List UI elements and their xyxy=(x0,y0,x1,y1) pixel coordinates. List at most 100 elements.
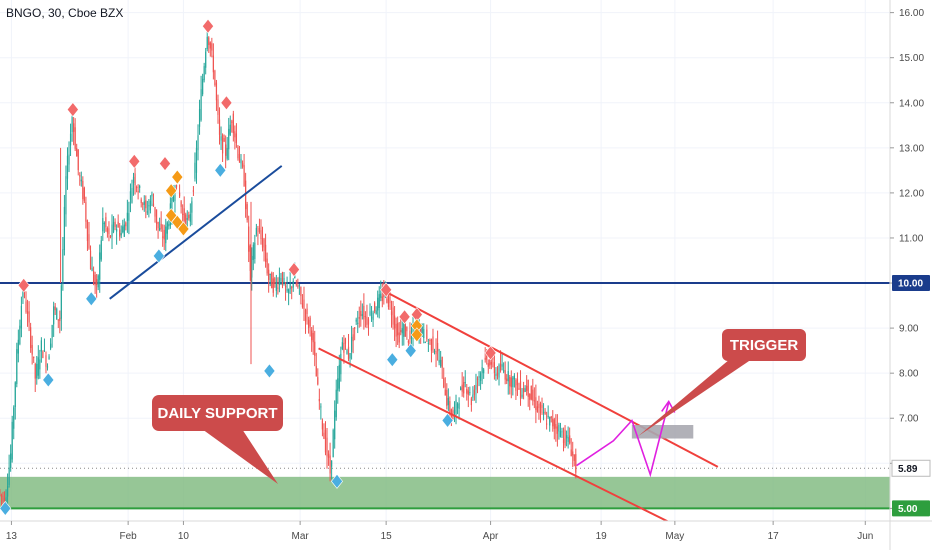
candle-body xyxy=(99,252,101,280)
candle-body xyxy=(180,201,182,207)
candle-body xyxy=(441,356,443,368)
drawings-layer xyxy=(109,165,719,523)
candle-body xyxy=(493,362,496,373)
candle-body xyxy=(142,203,144,205)
candle-body xyxy=(122,226,124,233)
candle-body xyxy=(100,240,102,260)
candle-body xyxy=(327,453,330,458)
candle-body xyxy=(202,78,204,95)
candle-body xyxy=(532,389,534,401)
candle-body xyxy=(220,136,222,141)
candle-body xyxy=(423,329,425,339)
candle-body xyxy=(163,229,165,240)
candle-body xyxy=(361,314,363,316)
candle-body xyxy=(56,308,58,319)
candle-body xyxy=(25,301,27,312)
candle-body xyxy=(255,227,257,235)
candle-body xyxy=(424,341,426,343)
candle-body xyxy=(231,121,233,123)
candle-body xyxy=(506,378,508,381)
candle-body xyxy=(453,409,456,413)
candle-body xyxy=(235,133,238,144)
candle-body xyxy=(397,322,399,336)
candle-body xyxy=(455,399,457,415)
candle-body xyxy=(314,341,316,356)
candle-body xyxy=(456,403,459,409)
candle-body xyxy=(45,355,47,367)
candle-body xyxy=(478,376,480,378)
candle-body xyxy=(499,363,502,371)
candle-body xyxy=(185,214,187,228)
candle-body xyxy=(49,343,52,349)
candle-body xyxy=(277,287,279,289)
last-price-badge-label: 5.89 xyxy=(898,464,918,475)
candle-body xyxy=(346,350,348,354)
marker-blue-diamond xyxy=(263,363,276,379)
candle-body xyxy=(8,467,10,486)
candle-body xyxy=(512,377,514,387)
candle-body xyxy=(281,272,284,286)
candle-body xyxy=(88,234,90,249)
candle-body xyxy=(249,245,251,271)
candle-body xyxy=(137,190,139,193)
candle-body xyxy=(46,366,49,368)
y-tick-label: 11.00 xyxy=(899,233,924,244)
candle-body xyxy=(37,357,39,376)
candle-body xyxy=(562,438,565,443)
candle-body xyxy=(315,366,317,377)
candle-body xyxy=(412,325,414,337)
candle-body xyxy=(392,307,394,325)
channel-lower-line xyxy=(318,347,670,523)
candle-body xyxy=(123,224,125,237)
candle-body xyxy=(527,379,529,397)
candle-body xyxy=(370,317,373,319)
candle-body xyxy=(114,221,116,227)
candle-body xyxy=(427,342,429,344)
candle-body xyxy=(360,310,362,317)
candle-body xyxy=(320,406,322,408)
candle-body xyxy=(390,311,393,316)
candle-body xyxy=(162,236,164,238)
candle-body xyxy=(309,317,311,327)
candle-body xyxy=(318,399,320,402)
candle-body xyxy=(42,351,44,358)
candle-body xyxy=(160,223,162,229)
candle-body xyxy=(386,298,388,303)
candle-body xyxy=(214,70,216,85)
candle-body xyxy=(172,196,175,201)
candle-body xyxy=(117,221,119,228)
candle-body xyxy=(398,332,400,343)
candle-body xyxy=(564,429,566,446)
candle-body xyxy=(31,344,33,355)
candle-body xyxy=(503,370,505,372)
candle-body xyxy=(17,339,19,354)
candle-body xyxy=(30,327,32,349)
candle-body xyxy=(355,319,357,322)
candle-body xyxy=(119,229,121,237)
candle-body xyxy=(530,386,532,400)
candle-body xyxy=(304,310,307,322)
candle-body xyxy=(558,424,560,432)
candle-body xyxy=(364,316,367,318)
candle-body xyxy=(569,435,571,444)
candle-body xyxy=(378,294,380,309)
resistance-price-badge-box xyxy=(892,275,930,292)
candle-body xyxy=(189,214,191,222)
candle-body xyxy=(221,134,224,154)
candle-body xyxy=(387,290,390,307)
candle-body xyxy=(472,394,474,398)
candle-body xyxy=(257,234,259,236)
candle-body xyxy=(2,495,4,502)
candle-body xyxy=(59,317,61,322)
candle-body xyxy=(206,36,208,49)
candle-body xyxy=(288,289,290,294)
candle-body xyxy=(284,285,287,288)
candle-body xyxy=(186,218,188,220)
candle-body xyxy=(509,377,511,387)
candle-body xyxy=(73,123,75,132)
marker-orange-diamond xyxy=(171,169,184,185)
candle-body xyxy=(205,51,207,68)
candle-body xyxy=(340,353,342,375)
